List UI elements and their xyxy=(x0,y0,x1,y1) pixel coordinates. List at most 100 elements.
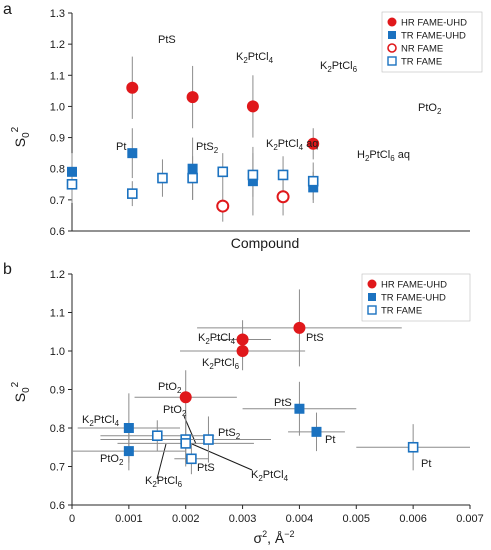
panel-b-annotations: K2PtCl4 K2PtCl6 PtS PtO2 PtS Pt Pt K2PtC… xyxy=(82,332,431,489)
x-tick-label: 0.006 xyxy=(399,513,427,525)
legend-label-hr-fame-uhd: HR FAME-UHD xyxy=(381,280,447,291)
panel-b-axes: 0.6 0.7 0.8 0.9 1.0 1.1 1.2 0 0.001 0.002 0.003 0.0… xyxy=(50,269,484,525)
legend-label-tr-fame-uhd: TR FAME-UHD xyxy=(401,31,466,42)
point-hr-fame-uhd-2 xyxy=(236,345,249,357)
point-tr-fame-uhd-1 xyxy=(311,426,322,437)
legend-label-tr-fame: TR FAME xyxy=(381,306,422,317)
x-tick-label: 0.004 xyxy=(286,513,314,525)
legend-marker-tr-fame xyxy=(367,305,377,315)
point-hr-fame-uhd-1 xyxy=(186,91,199,104)
legend-box xyxy=(361,273,471,322)
y-tick-label: 0.8 xyxy=(50,423,65,435)
annotation-k2ptcl4-aq: K2PtCl4 aq xyxy=(266,138,318,152)
point-tr-fame-uhd-4 xyxy=(308,182,319,193)
annotation-k2ptcl6: K2PtCl6 xyxy=(320,60,358,74)
y-tick-label: 1.0 xyxy=(50,346,65,358)
x-tick-label: 0.001 xyxy=(115,513,143,525)
point-tr-fame-uhd-0 xyxy=(67,166,77,177)
point-hr-fame-uhd-0 xyxy=(293,321,306,334)
point-tr-fame-7 xyxy=(307,175,319,187)
x-tick-label: 0.007 xyxy=(456,513,484,525)
annotation-pts-top: PtS xyxy=(306,332,324,344)
annotation-pts2: PtS2 xyxy=(196,141,219,155)
panel-a-letter: a xyxy=(3,1,12,18)
legend-label-tr-fame-uhd: TR FAME-UHD xyxy=(381,293,446,304)
y-tick-label: 0.6 xyxy=(50,500,65,512)
y-tick-label: 1.3 xyxy=(50,8,65,20)
leader-line-k2ptcl4 xyxy=(191,443,253,471)
y-tick-label: 0.6 xyxy=(50,226,65,238)
point-hr-fame-uhd-3 xyxy=(307,137,320,150)
panel-a-legend: HR FAME-UHD TR FAME-UHD NR FAME TR FAME xyxy=(381,11,483,73)
point-tr-fame-4 xyxy=(217,166,229,178)
legend-marker-tr-fame-uhd xyxy=(368,293,376,301)
point-tr-fame-0 xyxy=(407,441,419,453)
y-tick-label: 1.2 xyxy=(50,269,65,281)
y-tick-label: 0.9 xyxy=(50,385,65,397)
annotation-pts-mid: PtS xyxy=(274,397,292,409)
annotation-pto2-left: PtO2 xyxy=(100,453,124,467)
annotation-k2ptcl4: K2PtCl4 xyxy=(236,51,274,65)
legend-marker-tr-fame-uhd xyxy=(388,31,396,39)
y-tick-label: 1.1 xyxy=(50,70,65,82)
point-hr-fame-uhd-2 xyxy=(246,100,259,113)
y-tick-label: 1.2 xyxy=(50,39,65,51)
x-tick-label: 0 xyxy=(69,513,75,525)
point-tr-fame-1 xyxy=(151,430,163,442)
y-tick-label: 0.8 xyxy=(50,164,65,176)
point-hr-fame-uhd-0 xyxy=(126,81,139,94)
annotation-pts: PtS xyxy=(158,34,176,46)
y-tick-label: 0.9 xyxy=(50,133,65,145)
point-tr-fame-1 xyxy=(127,188,138,199)
point-tr-fame-2 xyxy=(157,172,168,184)
annotation-k2ptcl4-low: K2PtCl4 xyxy=(251,469,289,483)
annotation-pt: Pt xyxy=(116,141,126,153)
x-tick-label: 0.005 xyxy=(343,513,371,525)
legend-marker-hr-fame-uhd xyxy=(367,279,377,289)
x-tick-label: 0.002 xyxy=(172,513,200,525)
legend-marker-hr-fame-uhd xyxy=(387,17,397,27)
panel-b-markers xyxy=(123,321,419,465)
point-tr-fame-3 xyxy=(180,438,192,449)
legend-label-hr-fame-uhd: HR FAME-UHD xyxy=(401,18,467,29)
panel-a-axes: 0.6 0.7 0.8 0.9 1.0 1.1 1.2 1.3 xyxy=(50,8,470,238)
point-tr-fame-6 xyxy=(277,169,289,181)
annotation-pt-right: Pt xyxy=(421,458,431,470)
annotation-pto2: PtO2 xyxy=(418,102,442,116)
panel-b: b 0.60.70.80.91.01.11.20 0.001 0.002 0.003 0… xyxy=(3,261,484,546)
point-hr-fame-uhd-3 xyxy=(179,391,192,404)
point-tr-fame-uhd-1 xyxy=(127,148,138,159)
point-tr-fame-uhd-3 xyxy=(247,176,258,187)
legend-label-tr-fame: TR FAME xyxy=(401,57,442,68)
legend-marker-nr-fame xyxy=(387,43,397,53)
point-tr-fame-uhd-2 xyxy=(187,163,198,174)
point-nr-fame-1 xyxy=(276,190,290,204)
legend-marker-tr-fame xyxy=(387,56,397,66)
y-tick-label: 1.1 xyxy=(50,308,65,320)
point-tr-fame-uhd-0 xyxy=(294,403,305,414)
point-tr-fame-0 xyxy=(66,178,78,190)
y-tick-label: 0.7 xyxy=(50,462,65,474)
point-nr-fame-0 xyxy=(216,199,230,213)
point-tr-fame-4 xyxy=(203,434,214,445)
annotation-pto2-red: PtO2 xyxy=(158,381,182,395)
point-tr-fame-uhd-2 xyxy=(123,423,134,433)
annotation-pts-low: PtS xyxy=(197,462,215,474)
panel-a: a 0.6 0.7 0.8 0.9 1.0 1.1 1.2 1.3 Pt PtS PtS2 K… xyxy=(3,1,483,251)
point-tr-fame-5 xyxy=(186,453,197,465)
panel-a-xlabel: Compound xyxy=(231,235,300,251)
annotation-k2ptcl6-top: K2PtCl6 xyxy=(202,357,240,371)
point-tr-fame-5 xyxy=(247,169,259,181)
x-tick-label: 0.003 xyxy=(229,513,257,525)
annotation-pts2: PtS2 xyxy=(218,427,241,441)
point-tr-fame-3 xyxy=(187,172,198,184)
legend-box xyxy=(381,11,483,73)
panel-a-markers xyxy=(66,81,320,213)
point-hr-fame-uhd-1 xyxy=(236,333,249,346)
legend-label-nr-fame: NR FAME xyxy=(401,44,443,55)
panel-b-letter: b xyxy=(3,261,12,278)
annotation-k2ptcl6-low: K2PtCl6 xyxy=(145,475,183,489)
annotation-pt-mid: Pt xyxy=(325,434,335,446)
annotation-h2ptcl6-aq: H2PtCl6 aq xyxy=(357,149,410,163)
